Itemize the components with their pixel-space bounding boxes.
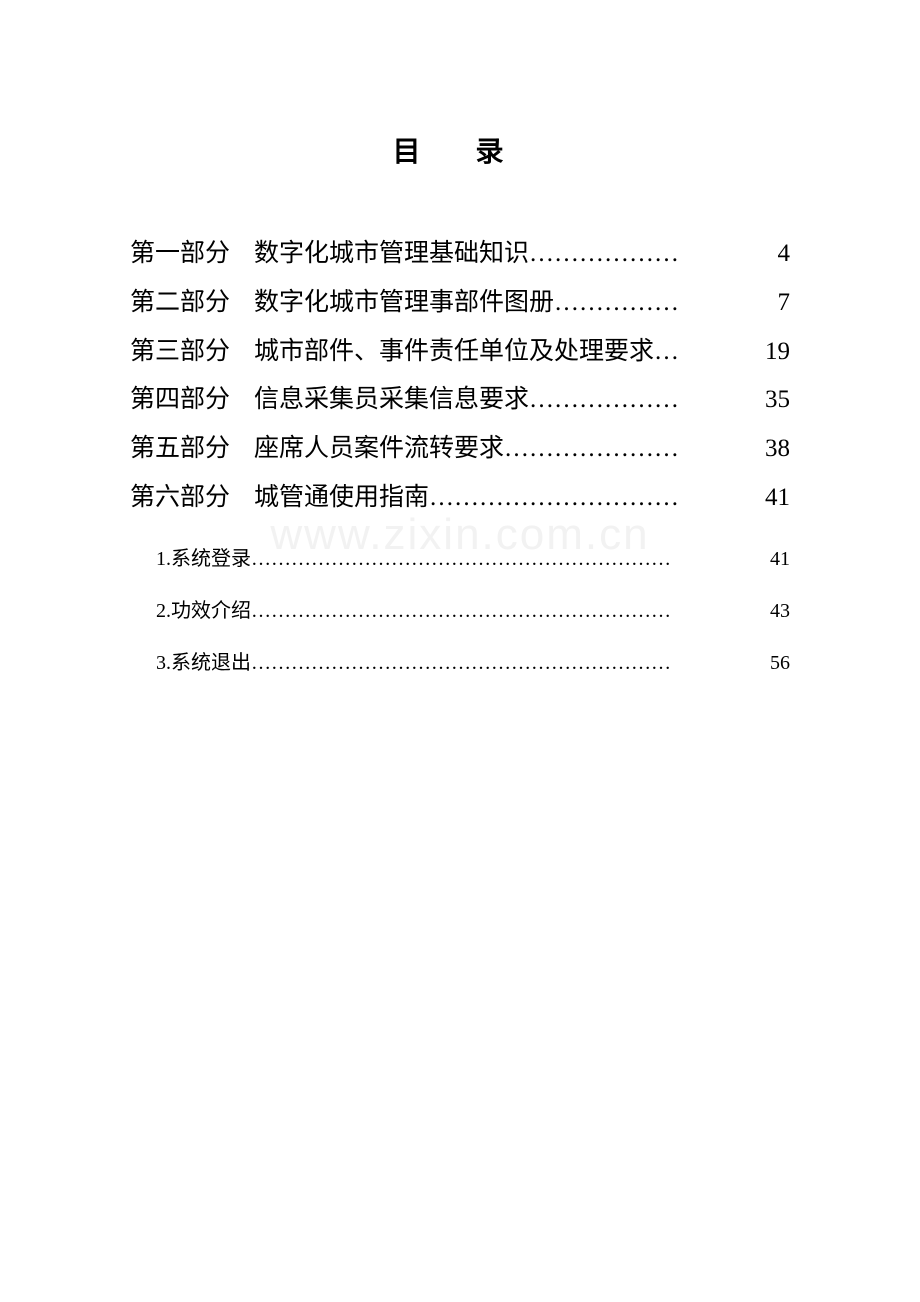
toc-page-number: 35	[765, 376, 790, 425]
toc-main-text: 数字化城市管理基础知识	[254, 230, 529, 279]
toc-sub-row: 2. 功效介绍 ……………………………………………………… 43	[156, 585, 790, 637]
toc-page-number: 4	[778, 230, 791, 279]
toc-main-row: 第六部分 城管通使用指南 ………………………… 41	[130, 474, 790, 523]
toc-sub-number: 2.	[156, 585, 171, 637]
toc-main-text: 数字化城市管理事部件图册	[254, 279, 554, 328]
toc-page-number: 56	[770, 637, 790, 689]
toc-sub-number: 1.	[156, 533, 171, 585]
toc-dots: …	[654, 328, 765, 377]
toc-page-number: 38	[765, 425, 790, 474]
toc-main-row: 第四部分 信息采集员采集信息要求 ……………… 35	[130, 376, 790, 425]
toc-part-label: 第五部分	[130, 425, 230, 474]
toc-dots: ………………………………………………………	[251, 533, 770, 585]
toc-main-text: 座席人员案件流转要求	[254, 425, 504, 474]
toc-dots: ………………………………………………………	[251, 585, 770, 637]
toc-sub-text: 功效介绍	[171, 585, 251, 637]
toc-title: 目 录	[130, 130, 790, 170]
toc-main-row: 第二部分 数字化城市管理事部件图册 …………… 7	[130, 279, 790, 328]
toc-part-label: 第四部分	[130, 376, 230, 425]
toc-main-list: 第一部分 数字化城市管理基础知识 ……………… 4 第二部分 数字化城市管理事部…	[130, 230, 790, 523]
toc-sub-text: 系统登录	[171, 533, 251, 585]
toc-sub-number: 3.	[156, 637, 171, 689]
toc-sub-row: 3. 系统退出 ……………………………………………………… 56	[156, 637, 790, 689]
toc-dots: ………………	[529, 230, 777, 279]
toc-sub-list: 1. 系统登录 ……………………………………………………… 41 2. 功效介绍…	[156, 533, 790, 689]
toc-part-label: 第三部分	[130, 328, 230, 377]
toc-main-row: 第三部分 城市部件、事件责任单位及处理要求 … 19	[130, 328, 790, 377]
toc-page-number: 43	[770, 585, 790, 637]
toc-page-number: 19	[765, 328, 790, 377]
toc-page-number: 41	[765, 474, 790, 523]
toc-dots: ………………	[529, 376, 765, 425]
toc-main-text: 信息采集员采集信息要求	[254, 376, 529, 425]
toc-part-label: 第二部分	[130, 279, 230, 328]
page-container: 目 录 第一部分 数字化城市管理基础知识 ……………… 4 第二部分 数字化城市…	[0, 0, 920, 689]
toc-dots: …………………………	[429, 474, 765, 523]
toc-main-text: 城管通使用指南	[254, 474, 429, 523]
toc-main-row: 第五部分 座席人员案件流转要求 ………………… 38	[130, 425, 790, 474]
toc-dots: …………………	[504, 425, 765, 474]
toc-page-number: 41	[770, 533, 790, 585]
toc-dots: ………………………………………………………	[251, 637, 770, 689]
toc-part-label: 第一部分	[130, 230, 230, 279]
toc-page-number: 7	[778, 279, 791, 328]
toc-sub-text: 系统退出	[171, 637, 251, 689]
toc-dots: ……………	[554, 279, 777, 328]
toc-part-label: 第六部分	[130, 474, 230, 523]
toc-main-text: 城市部件、事件责任单位及处理要求	[254, 328, 654, 377]
toc-main-row: 第一部分 数字化城市管理基础知识 ……………… 4	[130, 230, 790, 279]
toc-sub-row: 1. 系统登录 ……………………………………………………… 41	[156, 533, 790, 585]
